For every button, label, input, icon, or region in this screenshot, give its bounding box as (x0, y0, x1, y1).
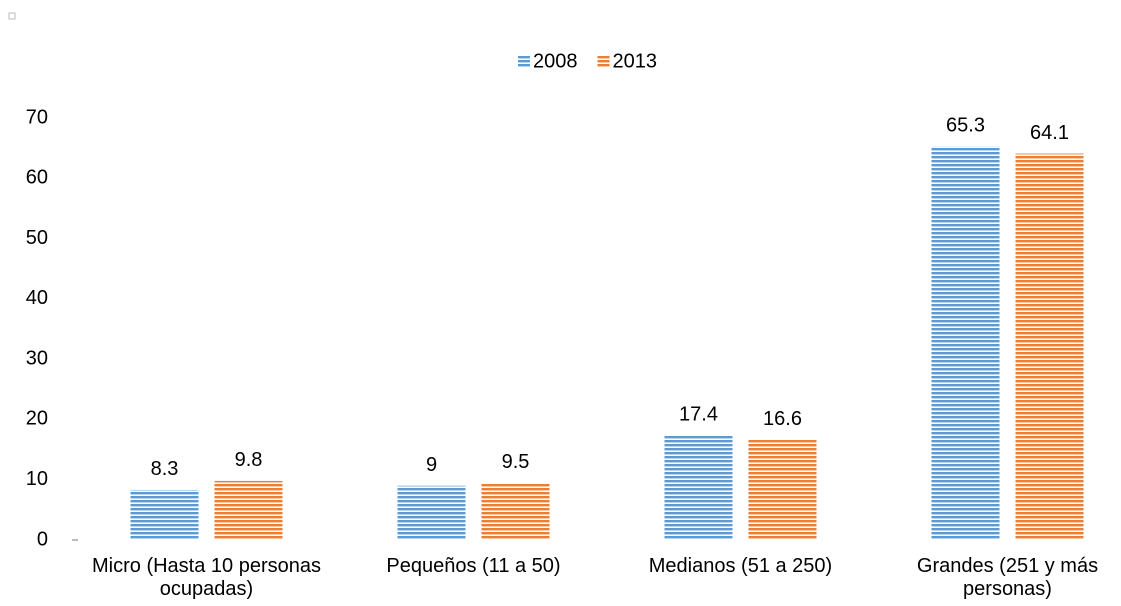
x-tick-label: Grandes (251 y más personas) (916, 555, 1099, 600)
bar (397, 485, 466, 540)
corner-handle (8, 12, 16, 20)
legend-label: 2013 (613, 50, 658, 72)
value-label: 9.5 (502, 451, 530, 473)
y-tick-label: 0 (37, 528, 48, 550)
bar (214, 480, 283, 540)
y-tick-label: 20 (26, 408, 48, 430)
value-label: 9.8 (235, 449, 263, 471)
y-tick-label: 60 (26, 167, 48, 189)
y-tick-label: 50 (26, 227, 48, 249)
x-tick-label: Pequeños (11 a 50) (386, 555, 561, 577)
value-label: 65.3 (946, 115, 985, 137)
y-tick-label: 40 (26, 287, 48, 309)
value-label: 17.4 (679, 403, 718, 425)
bar (931, 146, 1000, 540)
value-label: 64.1 (1030, 122, 1069, 144)
value-label: 8.3 (151, 458, 179, 480)
bar (1015, 153, 1084, 540)
value-label: 16.6 (763, 408, 802, 430)
y-tick-label: 30 (26, 347, 48, 369)
legend-swatch (518, 56, 530, 67)
x-tick-label: Micro (Hasta 10 personas ocupadas) (92, 555, 321, 600)
legend-label: 2008 (533, 50, 578, 72)
bar (748, 439, 817, 540)
bar (664, 435, 733, 540)
legend-swatch (597, 56, 610, 67)
bar (481, 482, 550, 540)
value-label: 9 (426, 454, 437, 476)
y-tick-label: 10 (26, 468, 48, 490)
bar (130, 489, 199, 540)
x-tick-label: Medianos (51 a 250) (648, 555, 833, 577)
y-tick-label: 70 (26, 106, 48, 128)
